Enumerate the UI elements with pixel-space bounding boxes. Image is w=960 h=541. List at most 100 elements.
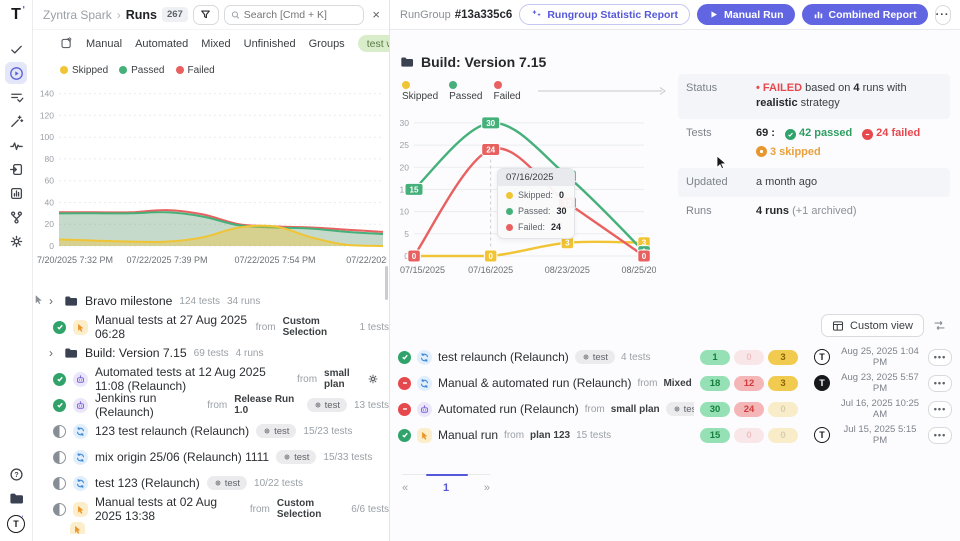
svg-text:40: 40 bbox=[45, 198, 55, 208]
svg-text:60: 60 bbox=[45, 176, 55, 186]
folder-icon bbox=[9, 491, 24, 506]
row-more-button[interactable]: ••• bbox=[928, 348, 952, 366]
tab-manual[interactable]: Manual bbox=[86, 37, 123, 50]
run-row[interactable]: Manual tests at 02 Aug 2025 13:38 from Cu… bbox=[33, 495, 389, 523]
info-row-tests: Tests 69 : 42 passed 24 failed 3 skipped bbox=[686, 126, 921, 159]
passed-count-badge: 30 bbox=[700, 401, 730, 417]
runs-panel-header: Zyntra Spark › Runs 267 × bbox=[33, 0, 389, 30]
manual-run-button[interactable]: Manual Run bbox=[697, 4, 795, 25]
sidebar-item-runs-play[interactable] bbox=[5, 62, 27, 84]
user-avatar[interactable]: T ' bbox=[7, 515, 25, 533]
run-settings-gear-icon[interactable] bbox=[367, 373, 379, 385]
custom-view-button[interactable]: Custom view bbox=[821, 314, 924, 337]
runs-play-icon bbox=[9, 66, 24, 81]
scrollbar-thumb[interactable] bbox=[385, 266, 388, 300]
sidebar-item-report-box[interactable] bbox=[5, 182, 27, 204]
sidebar-item-pulse[interactable] bbox=[5, 134, 27, 156]
test-tag: test bbox=[206, 476, 248, 490]
chart-tooltip: 07/16/2025 Skipped: 0 Passed: 30 Failed: 24 bbox=[497, 168, 575, 239]
run-row[interactable] bbox=[33, 522, 389, 534]
row-more-button[interactable]: ••• bbox=[928, 426, 952, 444]
tab-mixed[interactable]: Mixed bbox=[201, 37, 231, 50]
adjust-columns-icon[interactable] bbox=[933, 319, 946, 332]
row-more-button[interactable]: ••• bbox=[928, 400, 952, 418]
breadcrumb-project[interactable]: Zyntra Spark bbox=[43, 7, 112, 22]
app-logo[interactable]: T ' bbox=[11, 5, 25, 23]
next-page-button[interactable]: » bbox=[483, 482, 490, 494]
rungroup-run-row[interactable]: Manual & automated run (Relaunch) from Mi… bbox=[398, 370, 952, 396]
info-row-runs: Runs 4 runs (+1 archived) bbox=[686, 204, 857, 217]
rungroup-run-row[interactable]: Automated run (Relaunch) from small plan … bbox=[398, 396, 952, 422]
sidebar-item-branch[interactable] bbox=[5, 206, 27, 228]
mixed-run-icon bbox=[73, 423, 88, 439]
svg-text:25: 25 bbox=[400, 140, 410, 150]
manual-run-icon bbox=[417, 427, 432, 443]
folder-icon bbox=[64, 294, 78, 308]
sidebar-item-wand[interactable] bbox=[5, 110, 27, 132]
failed-status-icon bbox=[398, 402, 411, 416]
select-runs-icon[interactable] bbox=[60, 37, 73, 50]
sidebar-item-help[interactable]: ? bbox=[5, 463, 27, 485]
search-icon bbox=[231, 10, 240, 19]
sidebar-item-import[interactable] bbox=[5, 158, 27, 180]
sidebar-item-check[interactable] bbox=[5, 38, 27, 60]
passed-status-icon bbox=[53, 398, 66, 412]
mixed-run-icon bbox=[73, 449, 88, 465]
rungroup-title: Build: Version 7.15 bbox=[400, 54, 546, 70]
svg-text:0: 0 bbox=[642, 252, 647, 261]
filter-button[interactable] bbox=[192, 4, 219, 25]
mixed-run-icon bbox=[417, 349, 432, 365]
sidebar-item-folder[interactable] bbox=[5, 487, 27, 509]
more-actions-button[interactable]: ··· bbox=[934, 4, 951, 25]
run-date: Aug 25, 2025 1:04 PM bbox=[841, 345, 919, 368]
passed-icon bbox=[784, 128, 796, 140]
rungroup-label: RunGroup bbox=[400, 8, 451, 21]
svg-text:?: ? bbox=[14, 472, 18, 479]
tag-filter-test-work[interactable]: test work bbox=[357, 35, 389, 52]
run-row[interactable]: Jenkins run (Relaunch) from Release Run 1… bbox=[33, 391, 389, 419]
search-input[interactable] bbox=[243, 8, 358, 21]
in-progress-status-icon bbox=[53, 476, 66, 490]
check-icon bbox=[9, 42, 24, 57]
tab-unfinished[interactable]: Unfinished bbox=[243, 37, 296, 50]
failed-count-badge: 0 bbox=[734, 427, 764, 443]
svg-text:7/20/2025 7:32 PM: 7/20/2025 7:32 PM bbox=[37, 255, 113, 265]
search-box[interactable] bbox=[223, 4, 365, 25]
sidebar-item-gear[interactable] bbox=[5, 230, 27, 252]
skipped-count-badge: 3 bbox=[768, 349, 798, 365]
run-row[interactable]: Automated tests at 12 Aug 2025 11:08 (Re… bbox=[33, 365, 389, 393]
result-badges: 15 0 0 bbox=[700, 427, 806, 443]
run-title: 123 test relaunch (Relaunch) bbox=[95, 424, 250, 438]
svg-text:10: 10 bbox=[400, 207, 410, 217]
branch-icon bbox=[9, 210, 24, 225]
prev-page-button[interactable]: « bbox=[402, 482, 409, 494]
tooltip-date: 07/16/2025 bbox=[498, 169, 574, 186]
rungroup-statistic-report-button[interactable]: Rungroup Statistic Report bbox=[519, 4, 690, 25]
funnel-icon bbox=[201, 10, 211, 19]
folder-row[interactable]: › Bravo milestone 124 tests 34 runs bbox=[33, 288, 389, 314]
tab-automated[interactable]: Automated bbox=[135, 37, 189, 50]
rungroup-id: #13a335c6 bbox=[454, 8, 513, 21]
svg-text:0: 0 bbox=[404, 251, 409, 261]
run-row[interactable]: Manual tests at 27 Aug 2025 06:28 from Cu… bbox=[33, 313, 389, 341]
info-row-updated: Updated a month ago bbox=[678, 167, 950, 197]
clear-search-button[interactable]: × bbox=[372, 7, 380, 22]
assignee-avatar[interactable]: T bbox=[814, 375, 830, 391]
combined-report-button[interactable]: Combined Report bbox=[801, 4, 928, 25]
chevron-right-icon[interactable]: › bbox=[49, 294, 53, 308]
run-row[interactable]: 123 test relaunch (Relaunch) test 15/23 … bbox=[33, 418, 389, 444]
assignee-avatar[interactable]: T bbox=[814, 427, 830, 443]
assignee-avatar[interactable]: T bbox=[814, 349, 830, 365]
run-row[interactable]: test 123 (Relaunch) test 10/22 tests bbox=[33, 470, 389, 496]
folder-row[interactable]: › Build: Version 7.15 69 tests 4 runs bbox=[49, 346, 264, 360]
chevron-right-icon[interactable]: › bbox=[49, 346, 53, 360]
run-row[interactable]: mix origin 25/06 (Relaunch) 1111 test 15… bbox=[33, 444, 389, 470]
rungroup-run-row[interactable]: Manual run from plan 123 15 tests 15 0 0 T … bbox=[398, 422, 952, 448]
tab-groups[interactable]: Groups bbox=[308, 37, 345, 50]
run-title: Automated tests at 12 Aug 2025 11:08 (Re… bbox=[95, 365, 266, 393]
page-1-button[interactable]: 1 bbox=[442, 482, 450, 494]
row-more-button[interactable]: ••• bbox=[928, 374, 952, 392]
svg-text:07/22/2025 7:39 PM: 07/22/2025 7:39 PM bbox=[126, 255, 207, 265]
sidebar-item-list-check[interactable] bbox=[5, 86, 27, 108]
